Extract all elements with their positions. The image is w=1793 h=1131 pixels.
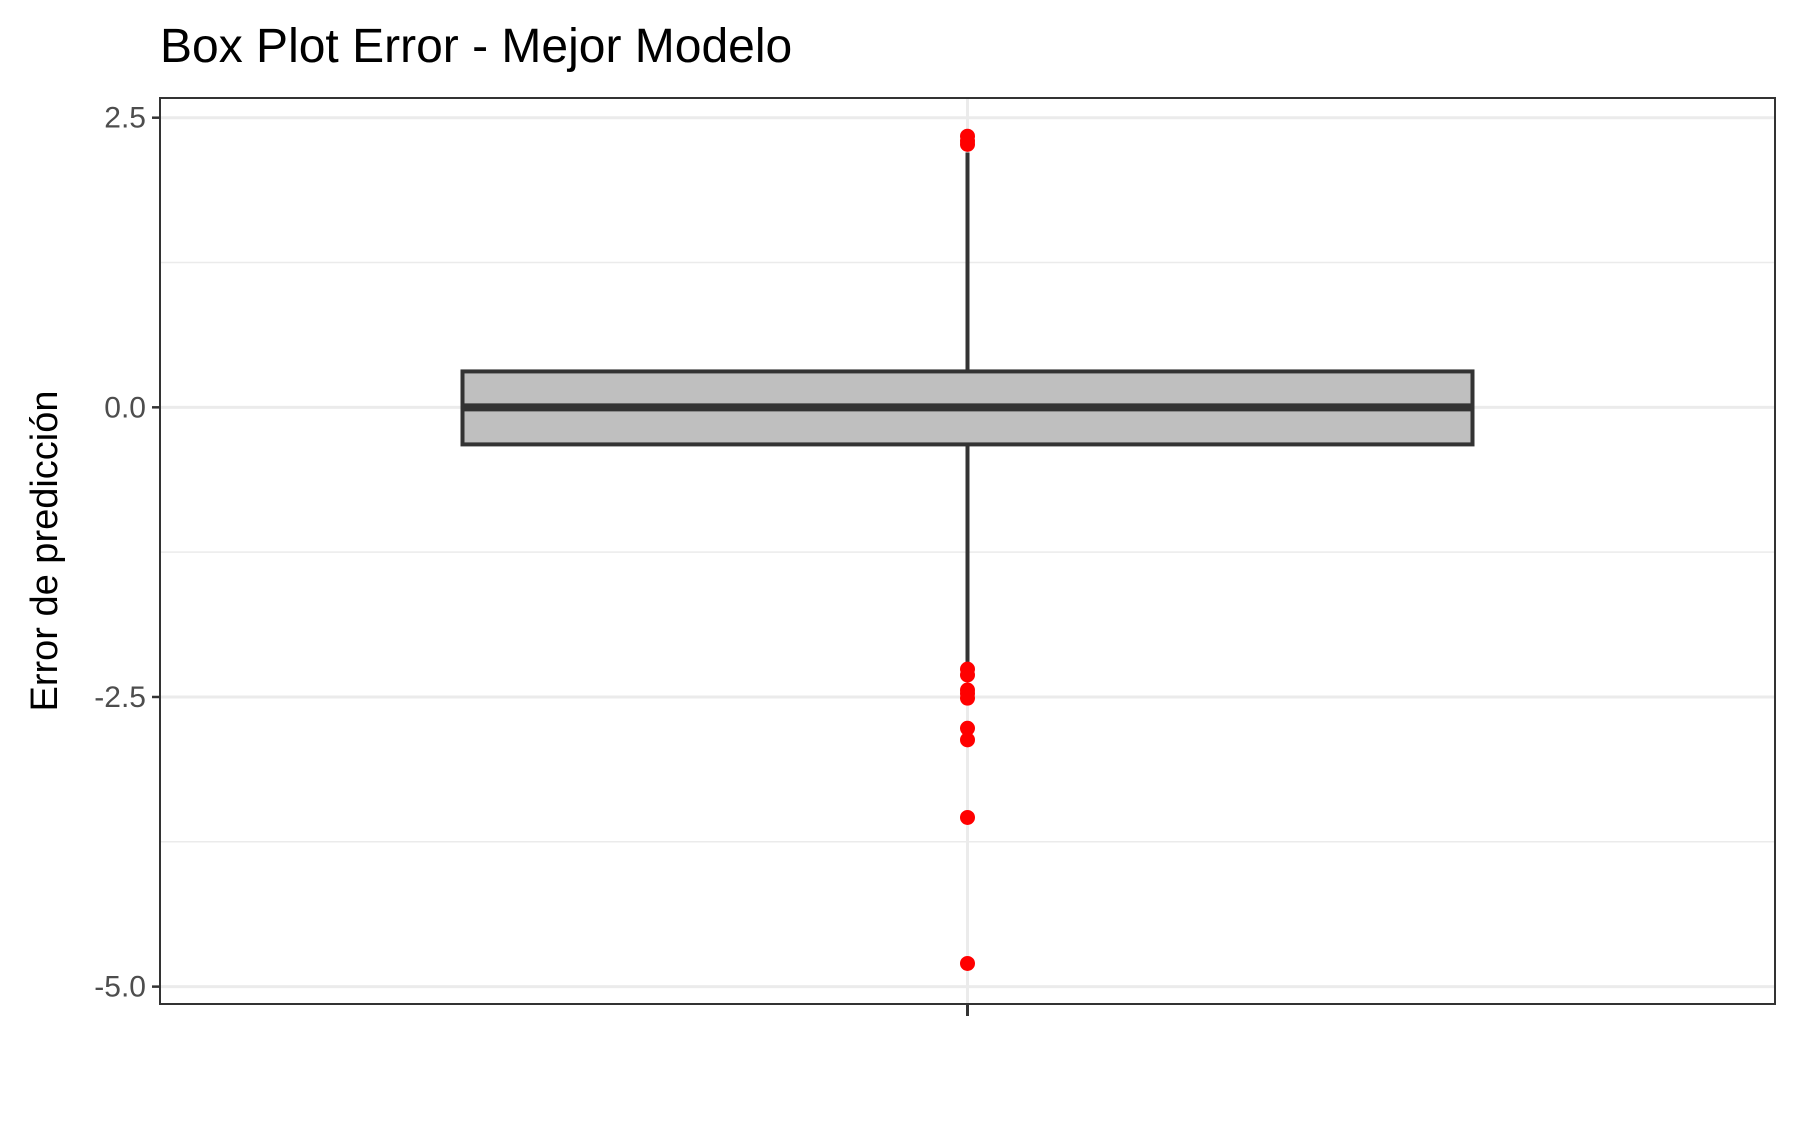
chart-title: Box Plot Error - Mejor Modelo	[160, 20, 792, 73]
outlier-point	[960, 809, 975, 825]
y-axis: 2.5 0.0 -2.5 -5.0	[94, 102, 160, 1004]
y-tick-label: -5.0	[94, 971, 146, 1004]
y-axis-label: Error de predicción	[24, 390, 66, 711]
outlier-point	[960, 690, 975, 706]
outlier-point	[960, 732, 975, 748]
y-tick-label: 0.0	[104, 391, 146, 424]
y-tick-label: -2.5	[94, 681, 146, 714]
outlier-point	[960, 955, 975, 971]
outlier-points	[960, 128, 975, 971]
outlier-point	[960, 667, 975, 683]
outlier-point	[960, 720, 975, 736]
outlier-point	[960, 136, 975, 152]
boxplot	[460, 152, 1475, 663]
y-tick-label: 2.5	[104, 102, 146, 135]
